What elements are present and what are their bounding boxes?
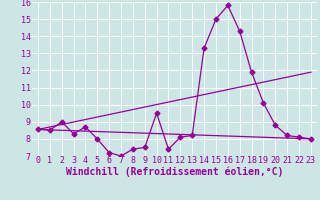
X-axis label: Windchill (Refroidissement éolien,°C): Windchill (Refroidissement éolien,°C) (66, 166, 283, 177)
